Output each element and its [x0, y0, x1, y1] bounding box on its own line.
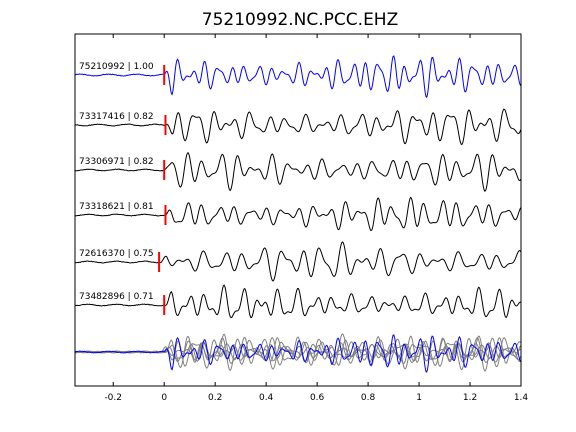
x-tick-label: 0.4 — [259, 393, 274, 403]
trace-73318621: 73318621 | 0.81 — [74, 196, 522, 232]
stack-reference-trace — [74, 334, 522, 373]
x-tick-label: -0.2 — [104, 393, 122, 403]
x-tick-label: 0 — [161, 393, 167, 403]
x-tick-label: 1.4 — [514, 393, 529, 403]
trace-73482896: 73482896 | 0.71 — [74, 284, 521, 319]
trace-75210992: 75210992 | 1.00 — [74, 55, 522, 99]
axes-layer: -0.2 0 0.2 0.4 0.6 0.8 1 1.2 1.4 — [74, 33, 529, 403]
trace-line — [74, 196, 522, 232]
x-tick-label: 1 — [416, 393, 422, 403]
trace-line — [74, 284, 521, 319]
trace-label: 73318621 | 0.81 — [79, 202, 154, 212]
stack-trace-73482896 — [74, 333, 521, 364]
traces-layer: 75210992 | 1.00 73317416 | 0.82 73306971 |… — [74, 55, 522, 319]
x-tick-label: 0.6 — [310, 393, 325, 403]
trace-line — [74, 108, 522, 146]
trace-label: 75210992 | 1.00 — [79, 62, 154, 72]
plot-frame — [74, 33, 522, 387]
trace-72616370: 72616370 | 0.75 — [75, 241, 522, 282]
trace-label: 72616370 | 0.75 — [79, 249, 154, 259]
x-tick-label: 0.8 — [361, 393, 376, 403]
trace-line — [75, 241, 522, 282]
trace-label: 73317416 | 0.82 — [79, 112, 154, 122]
trace-line — [74, 152, 522, 192]
x-tick-label: 0.2 — [208, 393, 222, 403]
chart-title: 75210992.NC.PCC.EHZ — [202, 10, 399, 30]
trace-73317416: 73317416 | 0.82 — [74, 108, 522, 146]
stack-layer — [74, 333, 522, 373]
trace-line — [74, 55, 522, 99]
trace-label: 73306971 | 0.82 — [79, 157, 154, 167]
trace-73306971: 73306971 | 0.82 — [74, 152, 522, 192]
x-tick-label: 1.2 — [463, 393, 477, 403]
trace-label: 73482896 | 0.71 — [79, 292, 154, 302]
